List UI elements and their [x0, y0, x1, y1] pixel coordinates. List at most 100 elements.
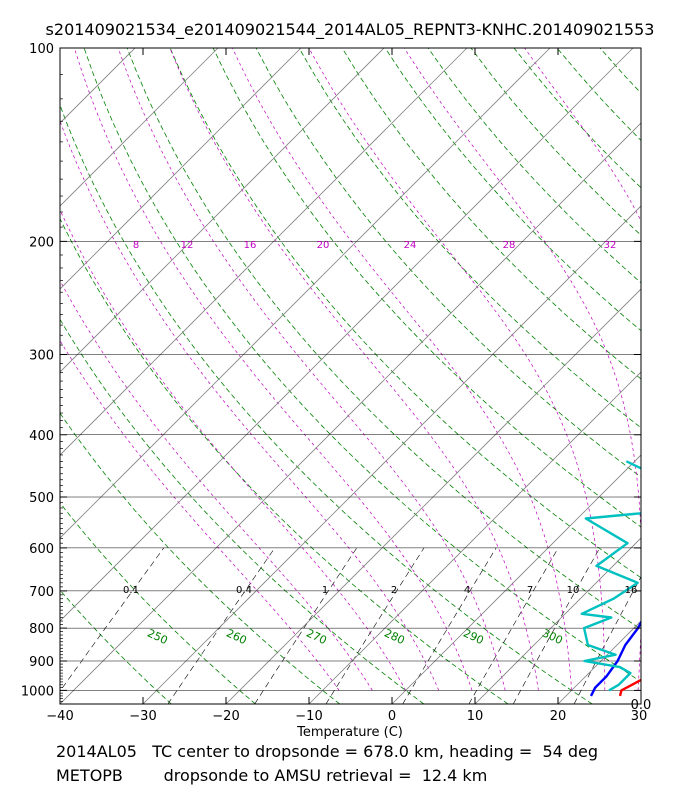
isotherm-line	[308, 371, 641, 704]
moist-adiabat	[117, 48, 506, 691]
dry-adiabat	[60, 502, 256, 704]
x-tick-label: 10	[467, 709, 484, 724]
mixing-ratio-line	[167, 547, 276, 704]
mixing-ratio-line	[325, 547, 425, 704]
mixing-ratio-label: 0.1	[123, 585, 139, 596]
isotherm-line	[640, 703, 641, 704]
y-tick-label: 200	[29, 235, 54, 250]
x-tick-label: −10	[295, 709, 322, 724]
dry-adiabat	[686, 48, 700, 704]
y-tick-label: 900	[29, 655, 54, 670]
moist-adiabat-label: 24	[404, 240, 417, 251]
series-line	[580, 460, 641, 692]
isotherm-line	[557, 620, 641, 704]
y-tick-label: 300	[29, 348, 54, 363]
dry-adiabat-label: 300	[540, 626, 565, 647]
dry-adiabat	[60, 217, 509, 704]
plot-frame	[59, 47, 642, 705]
dry-adiabat-label: 250	[145, 626, 170, 647]
dry-adiabat	[384, 48, 641, 332]
isotherm-line	[0, 48, 52, 704]
isotherm-line	[60, 48, 634, 622]
moist-adiabat-label: 16	[244, 240, 257, 251]
mixing-ratio-line	[402, 547, 497, 704]
y-tick-label: 400	[29, 429, 54, 444]
dry-adiabat-label: 290	[461, 626, 486, 647]
isotherm-line	[60, 48, 468, 456]
mixing-ratio-line	[512, 547, 601, 704]
x-axis-label: Temperature (C)	[296, 725, 403, 740]
corner-label: 0.0	[631, 698, 652, 713]
moist-adiabat	[670, 48, 700, 690]
y-tick-label: 700	[29, 585, 54, 600]
moist-adiabat-label: 20	[317, 240, 330, 251]
moist-adiabat-label: 8	[133, 240, 139, 251]
x-tick-label: −30	[129, 709, 156, 724]
mixing-ratio-line	[468, 547, 559, 704]
moist-adiabat	[60, 280, 373, 691]
moist-adiabat	[524, 48, 641, 222]
dry-adiabat	[643, 48, 700, 704]
mixing-ratio-label: 7	[527, 585, 533, 596]
isotherm-line	[391, 454, 641, 704]
dry-adiabat	[255, 48, 641, 478]
dry-adiabat	[513, 48, 641, 189]
dry-adiabat-label: 260	[224, 626, 249, 647]
x-tick-label: −40	[46, 709, 73, 724]
dry-adiabat-label: 280	[382, 626, 407, 647]
moist-adiabat-label: 32	[604, 240, 617, 251]
isotherm-line	[474, 537, 641, 704]
y-tick-label: 100	[29, 42, 54, 57]
series-line	[589, 620, 641, 697]
dry-adiabat	[427, 48, 641, 284]
mixing-ratio-label: 16	[625, 585, 638, 596]
y-tick-label: 600	[29, 542, 54, 557]
series-line	[644, 435, 700, 693]
y-tick-label: 500	[29, 491, 54, 506]
chart-title: s201409021534_e201409021544_2014AL05_REP…	[45, 20, 655, 39]
data-series	[580, 435, 700, 697]
y-tick-label: 1000	[21, 684, 54, 699]
isotherm-line	[60, 48, 385, 373]
isotherm-line	[60, 48, 551, 539]
mixing-ratio-label: 2	[391, 585, 397, 596]
x-tick-label: 30	[631, 709, 648, 724]
isotherm-line	[225, 288, 641, 704]
moist-adiabat	[169, 48, 539, 691]
moist-adiabat	[60, 209, 406, 691]
dry-adiabat	[470, 48, 641, 236]
x-tick-label: 0	[388, 709, 396, 724]
isotherm-line	[60, 48, 302, 290]
isotherm-line	[60, 48, 219, 207]
dry-adiabat	[169, 48, 641, 579]
dry-adiabat	[599, 48, 641, 94]
dry-adiabat	[60, 589, 172, 704]
mixing-ratio-label: 4	[464, 585, 470, 596]
mixing-ratio-label: 10	[567, 585, 580, 596]
mixing-ratio-label: 0.4	[236, 585, 252, 596]
moist-adiabat-label: 28	[503, 240, 516, 251]
x-tick-label: −20	[212, 709, 239, 724]
dry-adiabat	[83, 48, 641, 683]
background-lines	[0, 48, 700, 704]
dry-adiabat	[60, 318, 425, 704]
dry-adiabat	[60, 103, 593, 704]
dry-adiabat	[341, 48, 641, 380]
isotherm-line	[60, 122, 641, 704]
mixing-ratio-line	[254, 547, 358, 704]
dry-adiabat	[212, 48, 641, 528]
x-tick-label: 20	[550, 709, 567, 724]
moist-adiabat	[60, 120, 440, 691]
dry-adiabat	[126, 48, 641, 630]
dry-adiabat	[556, 48, 641, 142]
moist-adiabat-label: 12	[181, 240, 194, 251]
mixing-ratio-line	[573, 576, 641, 704]
isotherm-line	[142, 205, 641, 704]
moist-adiabat	[74, 48, 473, 691]
dry-adiabat	[298, 48, 641, 429]
isotherm-line	[60, 48, 136, 124]
dry-adiabat-label: 270	[304, 626, 329, 647]
mixing-ratio-line	[60, 547, 165, 692]
